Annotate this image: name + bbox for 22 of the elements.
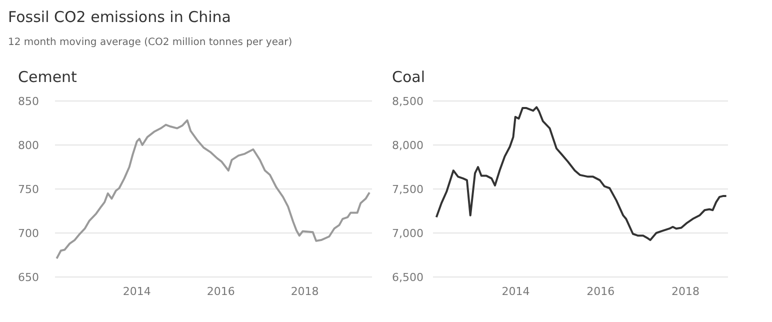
y-tick-label: 8,500 (392, 94, 424, 108)
y-tick-label: 850 (18, 94, 39, 108)
x-tick-label: 2018 (290, 285, 319, 298)
chart-title: Coal (392, 68, 426, 86)
y-tick-label: 7,500 (392, 182, 424, 196)
text: 12 month moving average (CO2 million tonnes per year) (8, 37, 292, 48)
y-tick-label: 6,500 (392, 270, 424, 284)
x-tick-label: 2014 (122, 285, 151, 298)
y-tick-label: 800 (18, 138, 39, 152)
y-tick-label: 7,000 (392, 226, 424, 240)
y-tick-label: 8,000 (392, 138, 424, 152)
x-tick-label: 2016 (586, 285, 615, 298)
line-series (435, 106, 728, 242)
line-series (56, 119, 370, 260)
y-tick-label: 700 (18, 226, 39, 240)
chart-title: Cement (18, 68, 78, 86)
x-tick-label: 2016 (206, 285, 235, 298)
y-tick-label: 750 (18, 182, 39, 196)
x-tick-label: 2014 (502, 285, 530, 298)
y-tick-label: 650 (18, 270, 39, 284)
text: Fossil CO2 emissions in China (8, 8, 231, 26)
x-tick-label: 2018 (672, 285, 700, 298)
